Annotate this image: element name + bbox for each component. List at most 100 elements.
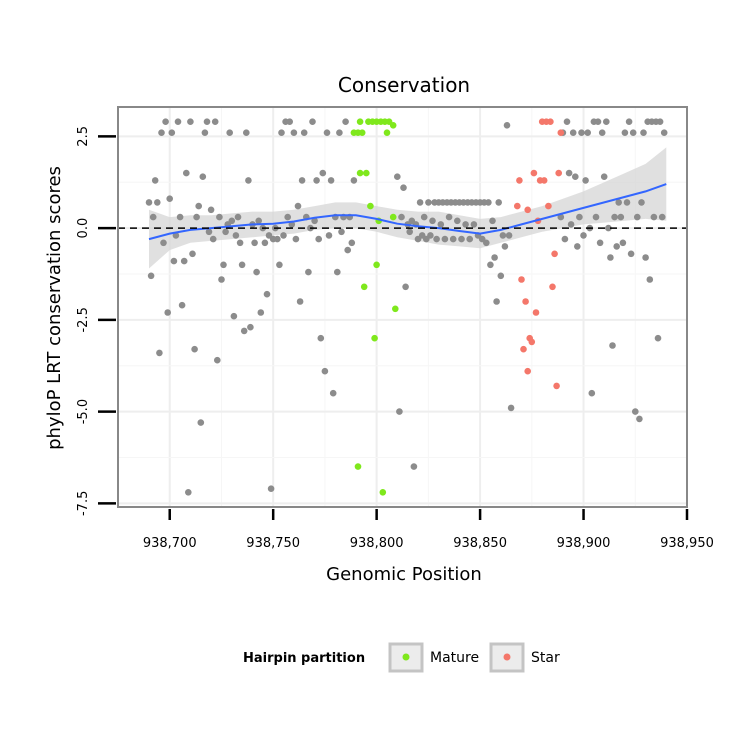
data-point-other [427, 232, 434, 239]
data-point-other [449, 235, 457, 243]
data-point-other [466, 235, 474, 243]
data-point-other [218, 276, 225, 283]
x-tick-label: 938,800 [350, 536, 404, 551]
y-axis-title: phyloP LRT conservation scores [44, 166, 65, 450]
data-point-other [317, 334, 325, 342]
data-point-star [549, 283, 556, 291]
data-point-other [201, 129, 209, 136]
data-point-other [654, 334, 662, 342]
data-point-other [594, 118, 602, 125]
data-point-other [565, 169, 573, 177]
legend-label-star: Star [531, 650, 560, 666]
data-point-other [470, 221, 478, 228]
data-point-star [555, 169, 562, 177]
data-point-other [290, 129, 298, 136]
data-point-other [209, 235, 217, 243]
data-point-other [168, 129, 176, 136]
data-point-other [398, 213, 405, 221]
data-point-star [518, 276, 525, 283]
data-point-other [402, 283, 409, 291]
data-point-other [327, 177, 335, 184]
data-point-other [410, 463, 418, 470]
data-point-other [151, 177, 159, 184]
smooth-line [148, 183, 667, 241]
data-point-mature [383, 129, 391, 136]
data-point-other [276, 261, 283, 269]
data-point-other [255, 217, 262, 225]
plot-area: 938,700 938,750 938,800 938,850 938,900 938,9… [76, 106, 714, 551]
data-point-other [638, 199, 645, 206]
data-point-other [321, 367, 329, 375]
data-point-other [603, 118, 610, 125]
data-point-other [220, 261, 227, 269]
data-point-other [178, 301, 186, 309]
data-point-other [311, 217, 318, 225]
data-point-other [394, 173, 401, 180]
data-point-other [216, 213, 223, 221]
data-point-other [348, 239, 356, 247]
data-point-other [503, 122, 511, 129]
data-point-other [441, 235, 449, 243]
data-point-other [640, 129, 647, 136]
data-point-other [584, 129, 591, 136]
data-point-other [497, 272, 505, 280]
x-tick-label: 938,900 [557, 536, 611, 551]
data-point-other [578, 129, 585, 136]
data-point-other [462, 221, 469, 228]
data-point-other [189, 250, 196, 258]
data-point-star [551, 250, 558, 258]
legend-item-mature: Mature [388, 642, 479, 673]
data-point-other [458, 235, 465, 243]
data-point-mature [358, 129, 366, 136]
data-point-other [274, 235, 281, 243]
data-point-other [174, 118, 182, 125]
data-point-star [553, 382, 560, 390]
data-point-other [658, 213, 666, 221]
data-point-other [501, 243, 509, 250]
panel-background [118, 107, 687, 507]
x-tick-label: 938,950 [660, 536, 714, 551]
data-point-other [634, 213, 641, 221]
data-point-other [420, 213, 428, 221]
data-point-other [625, 118, 633, 125]
data-point-other [253, 268, 260, 276]
data-point-other [313, 177, 320, 184]
data-point-mature [363, 169, 370, 177]
data-point-other [183, 169, 190, 177]
data-point-other [336, 129, 343, 136]
data-point-other [400, 184, 407, 191]
data-point-other [576, 213, 583, 221]
data-point-mature [371, 334, 378, 342]
legend: Hairpin partition Mature Star [243, 642, 560, 673]
data-point-other [507, 404, 515, 412]
data-point-other [300, 129, 308, 136]
data-point-other [615, 199, 622, 206]
data-point-mature [367, 202, 374, 210]
data-point-other [619, 239, 627, 247]
data-point-other [234, 213, 242, 221]
data-point-other [505, 232, 513, 239]
data-point-star [524, 206, 531, 214]
data-point-other [598, 129, 606, 136]
data-point-other [557, 213, 565, 221]
data-point-other [325, 232, 333, 239]
data-point-other [617, 213, 625, 221]
data-point-other [342, 118, 349, 125]
data-point-other [261, 239, 269, 247]
data-point-star [522, 298, 529, 305]
data-point-other [203, 118, 211, 125]
data-point-other [158, 129, 165, 136]
data-point-other [149, 213, 157, 221]
data-point-other [350, 177, 358, 184]
data-point-other [572, 173, 579, 180]
data-point-other [160, 239, 167, 247]
data-point-other [280, 232, 287, 239]
data-point-other [232, 232, 240, 239]
data-point-other [228, 217, 236, 225]
data-point-mature [356, 118, 364, 125]
data-point-other [247, 323, 254, 331]
data-point-other [588, 389, 596, 397]
data-point-other [319, 169, 327, 177]
data-point-mature [356, 169, 364, 177]
data-point-mature [389, 213, 397, 221]
